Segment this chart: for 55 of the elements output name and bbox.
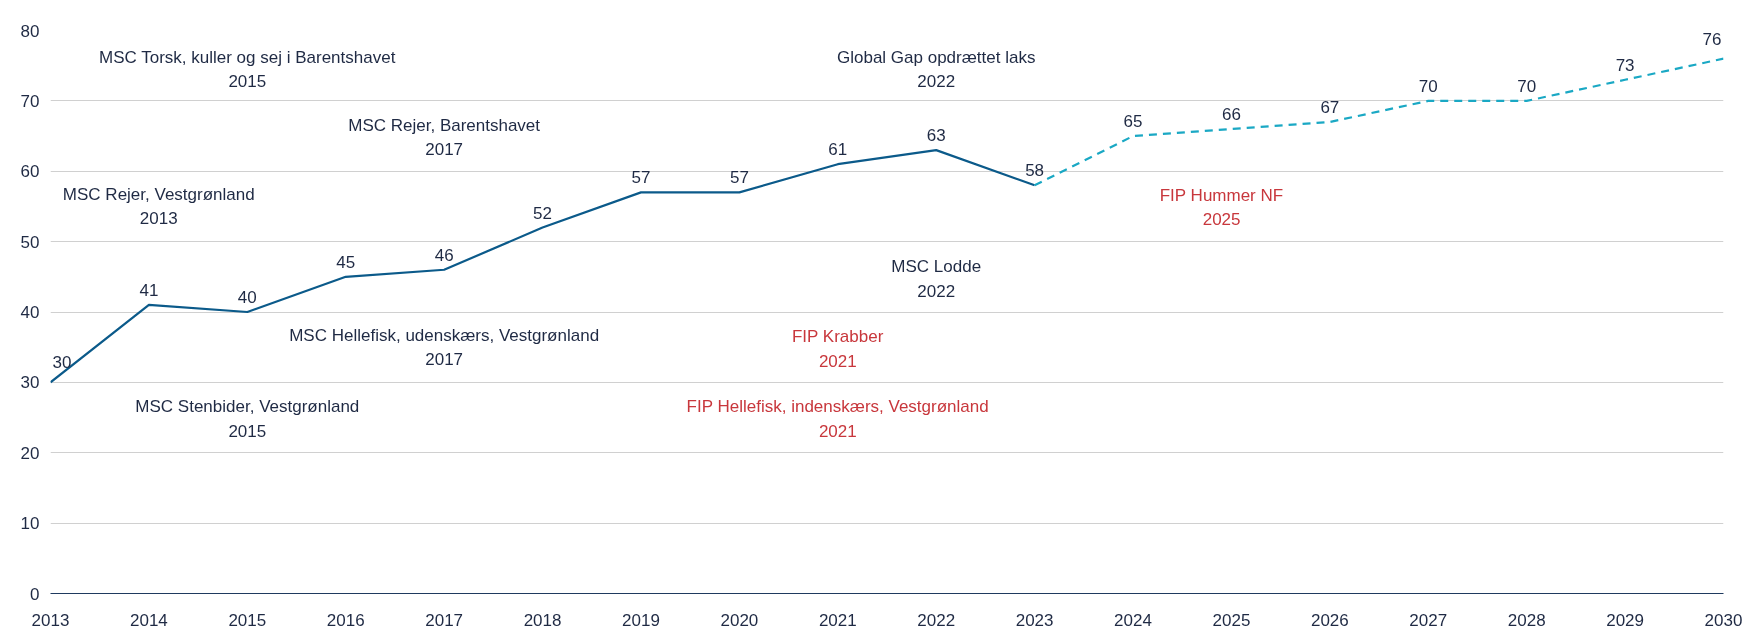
data-label: 61 <box>828 140 848 160</box>
data-label: 67 <box>1320 97 1340 117</box>
annotation: MSC Hellefisk, udenskærs, Vestgrønland 2017 <box>289 325 600 370</box>
x-tick-label: 2020 <box>720 610 759 630</box>
x-tick-label: 2030 <box>1704 610 1743 630</box>
x-tick-label: 2013 <box>31 610 70 630</box>
x-tick-label: 2028 <box>1507 610 1546 630</box>
y-tick-label: 30 <box>20 373 40 393</box>
x-tick-label: 2025 <box>1212 610 1251 630</box>
annotation: FIP Hummer NF 2025 <box>1159 185 1284 230</box>
x-tick-label: 2015 <box>228 610 267 630</box>
data-label: 41 <box>139 280 159 300</box>
annotation: FIP Hellefisk, indenskærs, Vestgrønland 2021 <box>686 397 989 441</box>
annotation: MSC Rejer, Barentshavet 2017 <box>348 115 541 160</box>
data-label: 46 <box>434 245 454 265</box>
data-label: 76 <box>1702 29 1722 49</box>
data-label: 58 <box>1025 161 1045 181</box>
x-tick-label: 2029 <box>1606 610 1645 630</box>
data-label: 30 <box>52 353 72 373</box>
annotation: FIP Krabber 2021 <box>791 327 884 371</box>
x-tick-label: 2027 <box>1409 610 1448 630</box>
x-tick-label: 2026 <box>1310 610 1349 630</box>
x-tick-label: 2022 <box>917 610 956 630</box>
y-tick-label: 60 <box>20 162 40 182</box>
data-label: 57 <box>631 168 651 188</box>
data-label: 57 <box>729 168 749 188</box>
annotation: MSC Stenbider, Vestgrønland 2015 <box>135 397 360 441</box>
data-label: 40 <box>237 288 257 307</box>
annotation: MSC Lodde 2022 <box>891 257 982 301</box>
data-label: 52 <box>533 203 553 223</box>
x-tick-label: 2019 <box>622 610 660 630</box>
data-label: 45 <box>336 252 356 272</box>
x-tick-label: 2014 <box>130 610 168 630</box>
y-tick-label: 20 <box>20 443 40 463</box>
x-tick-label: 2023 <box>1015 610 1054 630</box>
data-label: 65 <box>1123 112 1143 132</box>
data-label: 66 <box>1221 105 1241 125</box>
annotation: Global Gap opdrættet laks 2022 <box>836 47 1036 92</box>
data-label: 70 <box>1517 76 1537 96</box>
y-tick-label: 40 <box>20 303 40 322</box>
y-tick-label: 50 <box>20 232 40 252</box>
data-label: 73 <box>1615 55 1635 75</box>
x-tick-label: 2018 <box>523 610 562 630</box>
x-tick-label: 2016 <box>326 610 365 630</box>
y-tick-label: 80 <box>20 21 40 41</box>
x-tick-label: 2024 <box>1114 610 1152 630</box>
y-tick-label: 0 <box>30 584 40 604</box>
y-tick-label: 70 <box>20 91 40 111</box>
x-tick-label: 2017 <box>425 610 464 630</box>
y-tick-label: 10 <box>20 514 40 534</box>
annotation: MSC Torsk, kuller og sej i Barentshavet 2015 <box>98 47 396 92</box>
x-tick-label: 2021 <box>818 610 857 630</box>
data-label: 70 <box>1418 76 1438 96</box>
annotation: MSC Rejer, Vestgrønland 2013 <box>62 184 255 229</box>
data-label: 63 <box>926 126 946 146</box>
